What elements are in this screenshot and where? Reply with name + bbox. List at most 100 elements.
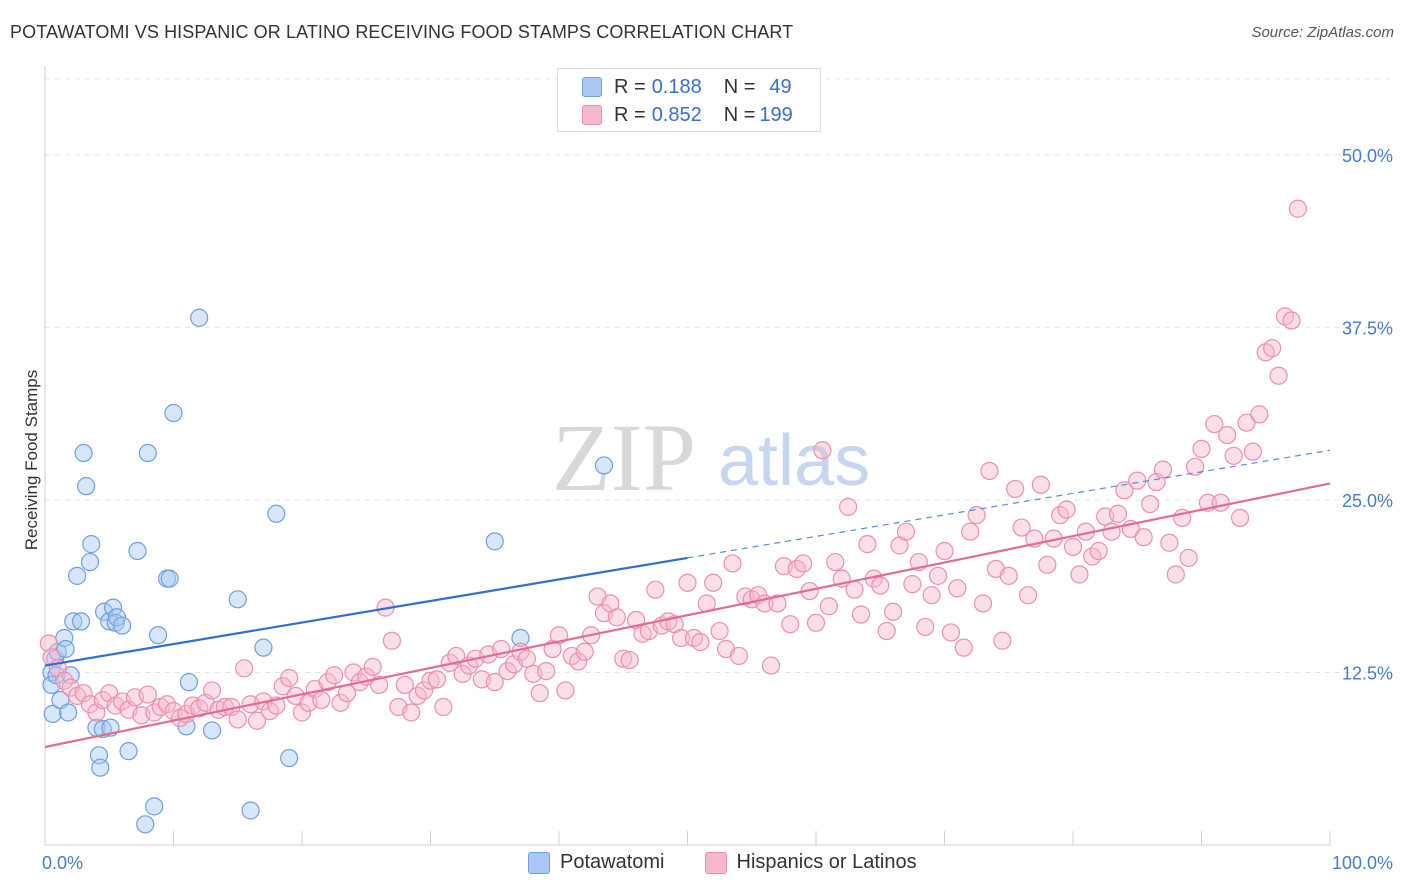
point-hispanics — [691, 633, 710, 652]
point-potawatomi — [82, 535, 101, 554]
point-hispanics — [312, 690, 331, 710]
point-potawatomi — [148, 626, 168, 645]
point-hispanics — [1179, 548, 1198, 568]
point-hispanics — [845, 580, 864, 599]
point-hispanics — [157, 695, 177, 714]
point-hispanics — [1263, 339, 1282, 358]
point-hispanics — [678, 573, 697, 592]
point-hispanics — [1070, 565, 1089, 584]
source-label: Source: ZipAtlas.com — [1251, 24, 1394, 41]
point-hispanics — [993, 631, 1012, 650]
point-hispanics — [871, 576, 890, 595]
point-hispanics — [318, 673, 337, 692]
legend-r-value: 0.188 — [651, 75, 702, 98]
y-tick-label: 12.5% — [1342, 663, 1393, 683]
legend-row-hispanics: R = 0.852 N = 199 — [582, 101, 793, 129]
point-potawatomi — [164, 403, 183, 423]
point-hispanics — [896, 522, 916, 541]
point-hispanics — [1140, 494, 1160, 514]
point-potawatomi — [71, 612, 91, 631]
point-hispanics — [819, 597, 838, 616]
trend-line-hispanics — [44, 482, 1331, 749]
point-hispanics — [1006, 479, 1025, 499]
point-hispanics — [421, 671, 440, 690]
point-hispanics — [549, 626, 569, 645]
point-hispanics — [813, 441, 832, 460]
chart-title: POTAWATOMI VS HISPANIC OR LATINO RECEIVI… — [10, 22, 794, 42]
point-hispanics — [517, 649, 536, 668]
legend-swatch-hispanics — [582, 105, 602, 125]
y-tick-label: 37.5% — [1342, 318, 1393, 338]
point-hispanics — [1288, 199, 1307, 218]
point-hispanics — [280, 668, 299, 688]
point-hispanics — [620, 650, 639, 670]
y-tick-labels: 12.5% 25.0% 37.5% 50.0% — [1342, 146, 1393, 684]
trend-lines — [44, 449, 1331, 749]
point-hispanics — [646, 580, 665, 599]
point-hispanics — [447, 646, 466, 666]
y-tick-label: 50.0% — [1342, 146, 1393, 166]
trend-line-potawatomi — [44, 556, 688, 667]
point-potawatomi — [91, 758, 110, 777]
point-potawatomi — [241, 801, 260, 820]
point-hispanics — [202, 681, 222, 700]
point-potawatomi — [202, 721, 222, 740]
point-hispanics — [1243, 442, 1263, 461]
point-hispanics — [370, 675, 389, 694]
point-potawatomi — [160, 569, 179, 588]
point-hispanics — [806, 613, 826, 632]
legend-row-potawatomi: R = 0.188 N = 49 — [582, 73, 792, 101]
point-hispanics — [485, 673, 504, 692]
legend-swatch-potawatomi — [582, 77, 602, 97]
point-hispanics — [1128, 471, 1147, 490]
point-hispanics — [39, 634, 58, 653]
point-hispanics — [1250, 405, 1269, 424]
point-potawatomi — [485, 532, 504, 551]
point-hispanics — [498, 661, 517, 681]
x-tick-label: 100.0% — [1332, 853, 1393, 873]
point-hispanics — [1089, 541, 1108, 561]
point-hispanics — [325, 666, 344, 685]
point-hispanics — [1218, 425, 1237, 445]
point-hispanics — [569, 652, 588, 671]
point-hispanics — [916, 617, 935, 637]
point-hispanics — [768, 594, 787, 613]
point-hispanics — [1018, 586, 1038, 605]
point-hispanics — [1224, 446, 1243, 465]
axes — [44, 66, 1331, 846]
point-hispanics — [999, 566, 1018, 585]
point-potawatomi — [179, 673, 199, 692]
point-hispanics — [1211, 493, 1230, 512]
point-hispanics — [1230, 508, 1250, 527]
bottom-legend: Potawatomi Hispanics or Latinos — [528, 851, 957, 874]
point-hispanics — [1205, 414, 1224, 434]
point-potawatomi — [74, 443, 93, 463]
legend-r-label: R = — [614, 103, 646, 126]
point-hispanics — [1160, 533, 1179, 552]
point-hispanics — [948, 579, 967, 598]
series-potawatomi-points — [42, 308, 614, 834]
point-potawatomi — [77, 477, 96, 496]
point-hispanics — [922, 586, 941, 605]
legend-n-label: N = — [723, 103, 756, 126]
legend-r-value: 0.852 — [651, 103, 702, 126]
point-potawatomi — [136, 815, 155, 834]
point-hispanics — [973, 594, 993, 613]
point-potawatomi — [228, 590, 247, 609]
point-hispanics — [138, 685, 157, 704]
point-hispanics — [1102, 522, 1121, 541]
point-hispanics — [704, 573, 723, 592]
point-hispanics — [395, 675, 414, 694]
point-potawatomi — [112, 616, 132, 635]
bottom-legend-swatch-hispanics — [704, 851, 727, 874]
point-hispanics — [575, 642, 594, 661]
point-hispanics — [402, 703, 421, 722]
point-hispanics — [42, 648, 61, 667]
point-potawatomi — [267, 504, 286, 523]
bottom-legend-swatch-potawatomi — [528, 851, 550, 874]
point-hispanics — [434, 697, 453, 717]
point-hispanics — [1108, 504, 1128, 523]
point-potawatomi — [145, 797, 164, 816]
y-tick-label: 25.0% — [1342, 491, 1393, 511]
